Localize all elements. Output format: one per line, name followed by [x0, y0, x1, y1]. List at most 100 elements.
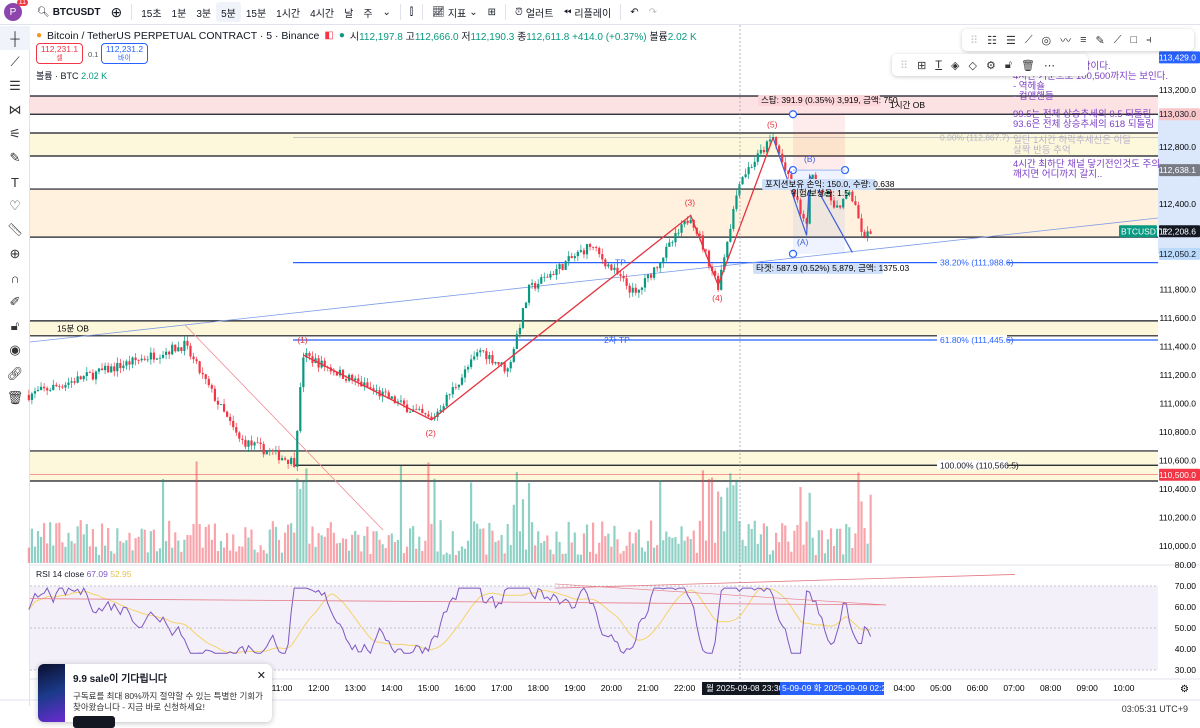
drag-handle-icon[interactable]: ⠿	[900, 59, 909, 72]
candle-body	[854, 201, 857, 206]
fib-icon[interactable]: ≡	[1080, 34, 1087, 46]
interval-1[interactable]: 1분	[171, 8, 187, 20]
note-text[interactable]: 일단 1시간 하락추세선은 이탈 살짝 반등 추억	[1013, 136, 1131, 156]
volume-bar	[778, 542, 781, 563]
volume-bar	[46, 543, 49, 563]
flag-icon[interactable]: ◧	[324, 30, 334, 41]
undo-button[interactable]: ↶	[625, 2, 643, 22]
rectangle-icon[interactable]: □	[1130, 34, 1138, 46]
candle-body	[247, 440, 250, 447]
lock-icon[interactable]: 🔓︎	[1004, 58, 1012, 71]
volume-bar	[100, 523, 104, 563]
candle-body	[604, 259, 607, 267]
path-icon[interactable]: 〰	[1060, 35, 1072, 47]
fill-color-icon[interactable]: ◈	[951, 59, 960, 72]
interval-0[interactable]: 15초	[141, 8, 162, 20]
trash-icon[interactable]: 🗑︎	[1020, 59, 1035, 72]
volume-bar	[610, 546, 613, 563]
crosshair-tool[interactable]: ┼	[0, 26, 30, 50]
wave-label: (B)	[804, 154, 816, 164]
avatar[interactable]: P 11	[4, 0, 28, 21]
volume-bar	[674, 537, 677, 563]
trend-line-tool[interactable]: ⟋	[10, 54, 20, 69]
close-icon[interactable]: ✕	[256, 670, 266, 682]
note-line: - 컵앤핸들	[1013, 91, 1054, 102]
interval-3[interactable]: 5분	[216, 2, 241, 22]
redo-button[interactable]: ↷	[644, 2, 662, 22]
volume-bar	[372, 531, 375, 563]
text-tool[interactable]: T	[11, 174, 19, 190]
alert-button[interactable]: ⏰︎ 얼러트	[515, 6, 554, 20]
candle-body	[421, 408, 424, 414]
fib-tool[interactable]: ☰	[9, 78, 21, 93]
pattern-tool[interactable]: ⋈	[8, 102, 22, 117]
layouts-button[interactable]: ⊞	[483, 2, 501, 22]
interval-2[interactable]: 3분	[196, 8, 212, 20]
candle-body	[470, 359, 473, 368]
ray-icon[interactable]: ⟋	[1113, 33, 1122, 46]
eye-icon[interactable]: ◉	[9, 342, 21, 357]
candle-body	[61, 386, 64, 388]
note-text[interactable]: 하락이다. 4시간 기준으로 100,500까지는 보인다. - 역헤숄 - 컵앤…	[1013, 62, 1168, 102]
replay-button[interactable]: ⏪︎ 리플레이	[563, 6, 612, 20]
border-color-icon[interactable]: ◇	[968, 59, 977, 72]
candle-body	[570, 256, 573, 259]
rsi-tick: 70.00	[1175, 581, 1197, 591]
candle-body	[302, 357, 305, 388]
zone-box	[30, 133, 1158, 156]
volume-bar	[409, 528, 412, 563]
note-line: 4시간 기준으로 100,500까지는 보인다.	[1013, 71, 1169, 82]
heart-icon[interactable]: ♡	[9, 198, 21, 213]
clock[interactable]: 03:05:31 UTC+9	[1121, 704, 1188, 714]
candle-body	[741, 177, 744, 185]
ruler-tool[interactable]: 📏︎	[6, 222, 24, 237]
rsi-trend-line	[554, 583, 887, 606]
candle-body	[198, 361, 201, 373]
note-text[interactable]: 99.5는 전체 상승추세의 0.5 되돌림 93.6은 전체 상승추세의 618…	[1013, 110, 1154, 130]
settings-icon[interactable]: ⚙	[1180, 684, 1189, 695]
brush-tool[interactable]: ✎	[9, 150, 21, 165]
interval-dropdown[interactable]: ⌄	[382, 6, 391, 18]
drag-handle-icon[interactable]: ⠿	[970, 34, 979, 47]
interval-5[interactable]: 1시간	[276, 8, 301, 20]
candle-body	[100, 368, 104, 371]
circle-icon[interactable]: ◎	[1041, 34, 1052, 47]
candle-body	[811, 174, 814, 179]
magnet-tool[interactable]: ∩	[10, 270, 20, 286]
interval-4[interactable]: 15분	[245, 8, 267, 20]
template-icon[interactable]: ⊞	[917, 59, 927, 72]
chart-type-button[interactable]: ⫿	[405, 2, 418, 22]
vertical-line-icon[interactable]: ⫞	[1146, 33, 1152, 46]
candle-body	[241, 438, 244, 440]
note-text[interactable]: 4시간 최하단 채널 닿기전인것도 주의 깨지면 어디까지 갈지..	[1013, 160, 1160, 180]
brush-icon[interactable]: ✎	[1095, 34, 1105, 47]
trash-icon[interactable]: 🗑︎	[6, 390, 24, 405]
link-icon[interactable]: 🔗︎	[6, 366, 24, 381]
buy-button[interactable]: 112,231.2 바이	[101, 43, 148, 64]
symbol-title[interactable]: Bitcoin / TetherUS PERPETUAL CONTRACT · …	[47, 29, 320, 42]
zoom-tool[interactable]: ⊕	[9, 246, 21, 261]
more-icon[interactable]: ⋯	[1043, 59, 1055, 72]
interval-6[interactable]: 4시간	[310, 8, 335, 20]
volume-bar	[714, 542, 717, 563]
candle-body	[500, 362, 503, 365]
candle-body	[866, 231, 869, 237]
regression-icon[interactable]: ☰	[1005, 34, 1016, 47]
settings-icon[interactable]: ⚙	[985, 59, 996, 72]
interval-8[interactable]: 주	[363, 8, 373, 20]
lock-drawing-tool[interactable]: ✐	[9, 294, 21, 309]
text-color-icon[interactable]: T	[935, 59, 943, 71]
lock-icon[interactable]: 🔓︎	[10, 318, 20, 333]
volume-bar	[802, 544, 805, 563]
compare-symbol-button[interactable]: ⊕	[110, 3, 123, 20]
parallel-channel-icon[interactable]: ☷	[987, 34, 997, 47]
candle-body	[531, 283, 534, 285]
volume-bar	[567, 521, 570, 563]
indicators-button[interactable]: 📈︎ 지표 ⌄	[432, 6, 478, 20]
sell-button[interactable]: 112,231.1 셀	[36, 43, 83, 64]
line-tool-icon[interactable]: ⟋	[1024, 33, 1033, 46]
forecast-tool[interactable]: ⚟	[9, 126, 21, 141]
symbol-search-button[interactable]: 🔍︎ BTCUSDT	[37, 6, 101, 18]
interval-7[interactable]: 날	[344, 8, 354, 20]
